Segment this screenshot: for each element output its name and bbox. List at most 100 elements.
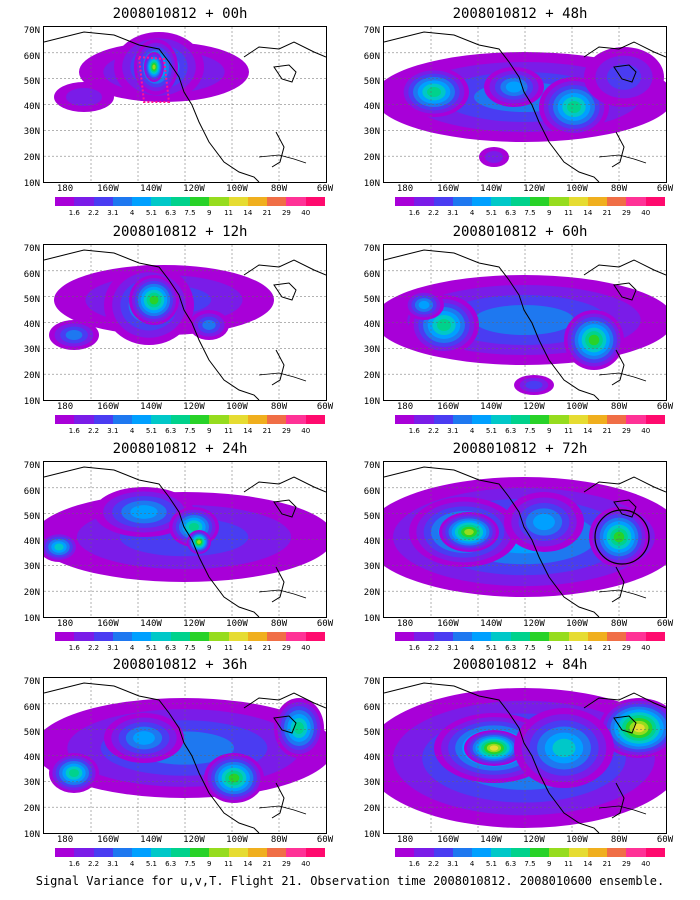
longitude-label: 60W [656,402,674,412]
colorbar-swatch [587,197,608,206]
colorbar-swatch [132,197,152,206]
colorbar-level-label: 21 [262,427,272,435]
variance-contour [525,380,543,390]
panel-title: 2008010812 + 84h [452,657,588,673]
map-frame [43,244,327,401]
colorbar-level-label: 11 [224,644,234,652]
longitude-label: 120W [523,835,545,845]
longitude-label: 140W [140,402,162,412]
colorbar [55,197,325,206]
colorbar-swatch [607,632,627,641]
colorbar-swatch [228,415,248,424]
longitude-label: 120W [523,184,545,194]
colorbar-swatch [112,632,133,641]
colorbar-swatch [414,415,434,424]
colorbar-level-label: 2.2 [427,209,440,217]
colorbar-swatch [433,415,453,424]
colorbar-level-label: 9 [207,427,212,435]
latitude-label: 60N [23,487,40,497]
map-frame [43,26,327,183]
latitude-label: 40N [363,537,380,547]
colorbar-swatch [189,197,210,206]
highlight-circle [594,509,650,565]
colorbar-level-label: 7.5 [184,427,196,435]
latitude-label: 30N [23,562,40,572]
colorbar-swatch [472,415,492,424]
colorbar-level-label: 6.3 [165,209,177,217]
colorbar-swatch [395,632,415,641]
longitude-label: 60W [316,402,334,412]
map-frame [383,244,667,401]
colorbar-level-label: 21 [602,427,612,435]
colorbar-level-label: 4 [469,427,475,435]
colorbar-level-label: 6.3 [505,209,517,217]
latitude-label: 40N [363,320,380,330]
flight-track [137,55,171,103]
colorbar-level-label: 3.1 [447,644,459,652]
variance-contour [606,64,642,90]
longitude-label: 80W [610,402,628,412]
colorbar-level-label: 29 [621,860,631,868]
colorbar-swatch [510,848,530,857]
colorbar-swatch [626,415,646,424]
latitude-label: 10N [23,397,40,407]
longitude-label: 120W [183,835,205,845]
colorbar-swatch [189,632,210,641]
colorbar-swatch [305,415,325,424]
latitude-label: 20N [363,588,380,598]
variance-contour [427,87,441,97]
colorbar-level-label: 1.6 [68,209,80,217]
latitude-label: 70N [363,461,380,471]
colorbar-level-label: 4 [129,209,135,217]
colorbar-level-label: 14 [243,644,253,652]
colorbar-level-label: 3.1 [107,209,119,217]
latitude-label: 10N [363,830,380,840]
colorbar-swatch [151,848,171,857]
latitude-label: 20N [363,804,380,814]
colorbar-swatch [549,632,569,641]
colorbar-level-label: 1.6 [408,427,420,435]
colorbar-swatch [170,848,190,857]
longitude-label: 100W [226,619,248,629]
colorbar-swatch [305,632,325,641]
colorbar-level-label: 9 [207,860,212,868]
colorbar-swatch [626,848,646,857]
colorbar-level-label: 11 [564,860,574,868]
colorbar-swatch [549,415,569,424]
map-panel-84h: 2008010812 + 84h 70N 60N 50N 40N 30N 20N 10N 180… [350,653,690,868]
map-panel-24h: 2008010812 + 24h 70N 60N 50N 40N 30N 20N 10N 180… [10,437,350,652]
colorbar-level-label: 21 [262,209,272,217]
colorbar-level-label: 40 [301,860,311,868]
colorbar-level-label: 2.2 [87,427,100,435]
colorbar-level-label: 11 [564,209,574,217]
latitude-label: 40N [363,102,380,112]
latitude-label: 70N [23,677,40,687]
latitude-label: 50N [363,728,380,738]
colorbar-level-label: 4 [129,427,135,435]
colorbar-level-label: 2.2 [87,860,100,868]
colorbar-level-label: 14 [243,209,253,217]
colorbar-swatch [587,632,608,641]
colorbar-level-label: 4 [129,860,135,868]
variance-contour [505,81,523,93]
colorbar-level-label: 2.2 [87,644,100,652]
colorbar-level-label: 1.6 [408,644,420,652]
colorbar-swatch [209,848,229,857]
variance-contour [437,319,451,331]
colorbar-level-label: 5.1 [145,427,157,435]
colorbar-level-label: 11 [564,644,574,652]
colorbar-swatch [132,415,152,424]
colorbar-swatch [170,415,190,424]
longitude-label: 80W [270,184,288,194]
latitude-label: 10N [363,614,380,624]
colorbar-swatch [452,848,473,857]
colorbar-swatch [74,415,94,424]
colorbar-swatch [286,632,306,641]
colorbar-level-label: 9 [547,427,552,435]
colorbar-swatch [491,848,511,857]
colorbar-level-label: 14 [583,209,593,217]
colorbar-level-label: 40 [301,209,311,217]
latitude-label: 20N [363,371,380,381]
longitude-label: 180 [396,402,414,412]
colorbar-swatch [529,632,550,641]
